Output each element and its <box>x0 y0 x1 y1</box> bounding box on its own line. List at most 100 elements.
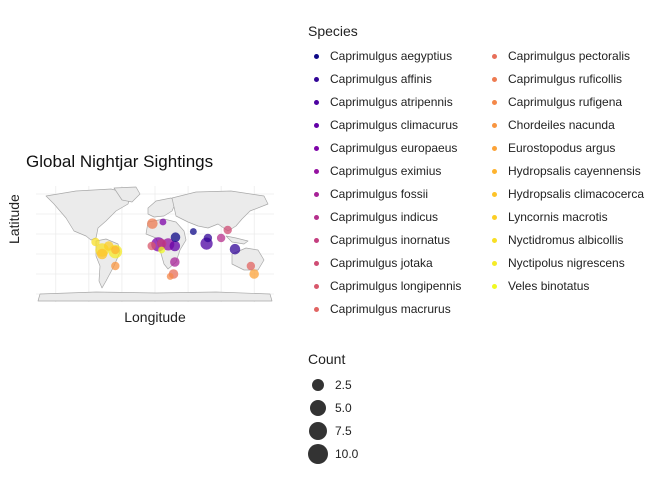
species-legend-label: Caprimulgus indicus <box>330 210 439 224</box>
species-legend-item: Eurostopodus argus <box>487 137 615 159</box>
species-legend-item: Caprimulgus eximius <box>309 160 441 182</box>
sighting-point <box>249 269 259 279</box>
species-legend-item: Hydropsalis climacocerca <box>487 183 644 205</box>
species-color-dot <box>313 145 319 151</box>
species-legend-label: Caprimulgus rufigena <box>508 95 623 109</box>
count-size-dot <box>311 378 325 392</box>
species-color-dot <box>313 99 319 105</box>
species-color-dot <box>491 214 497 220</box>
species-legend-key <box>309 279 323 293</box>
species-legend-label: Hydropsalis cayennensis <box>508 164 641 178</box>
species-legend-label: Eurostopodus argus <box>508 141 616 155</box>
species-legend-item: Veles binotatus <box>487 275 589 297</box>
sighting-point <box>111 261 120 271</box>
sighting-point <box>189 228 197 236</box>
species-legend-item: Caprimulgus rufigena <box>487 91 622 113</box>
species-legend-key <box>487 141 501 155</box>
count-legend-key <box>307 397 329 419</box>
species-color-dot <box>313 122 319 128</box>
species-color-dot <box>313 191 319 197</box>
species-legend-key <box>487 118 501 132</box>
species-color-dot <box>313 168 319 174</box>
species-legend-item: Chordeiles nacunda <box>487 114 615 136</box>
species-legend-key <box>309 233 323 247</box>
species-color-dot <box>491 237 497 243</box>
landmass-asia <box>171 190 269 232</box>
sighting-point <box>216 233 226 243</box>
landmass-greenland <box>113 186 141 203</box>
species-legend-key <box>309 187 323 201</box>
count-size-dot <box>307 443 329 465</box>
species-legend-item: Nyctidromus albicollis <box>487 229 623 251</box>
count-size-dot <box>308 421 328 441</box>
species-legend-label: Caprimulgus atripennis <box>330 95 453 109</box>
sighting-point <box>159 218 167 226</box>
sighting-point <box>169 240 181 252</box>
count-size-dot <box>310 400 326 416</box>
species-legend-label: Veles binotatus <box>508 279 590 293</box>
sighting-point <box>229 243 241 255</box>
species-color-dot <box>491 76 497 82</box>
species-legend-label: Caprimulgus europaeus <box>330 141 458 155</box>
sighting-point <box>158 246 166 254</box>
species-legend-label: Caprimulgus pectoralis <box>508 49 631 63</box>
species-legend-label: Caprimulgus ruficollis <box>508 72 623 86</box>
count-legend-label: 7.5 <box>335 424 352 438</box>
species-legend-item: Hydropsalis cayennensis <box>487 160 641 182</box>
count-legend-title: Count <box>308 351 346 367</box>
sighting-point <box>147 241 156 251</box>
species-legend-key <box>487 72 501 86</box>
landmass-europe <box>147 197 177 218</box>
species-color-dot <box>491 191 497 197</box>
sighting-point <box>166 272 174 280</box>
species-legend-item: Lyncornis macrotis <box>487 206 608 228</box>
species-legend-label: Caprimulgus macrurus <box>330 302 451 316</box>
species-legend-item: Caprimulgus climacurus <box>309 114 458 136</box>
species-color-dot <box>491 53 497 59</box>
species-legend-key <box>309 118 323 132</box>
species-color-dot <box>491 260 497 266</box>
y-axis-label: Latitude <box>6 194 22 244</box>
species-legend-key <box>487 95 501 109</box>
sighting-point <box>170 232 181 242</box>
species-legend-key <box>487 233 501 247</box>
species-legend-label: Caprimulgus climacurus <box>330 118 459 132</box>
species-legend-item: Caprimulgus atripennis <box>309 91 453 113</box>
species-legend-label: Nyctidromus albicollis <box>508 233 624 247</box>
species-legend-key <box>309 72 323 86</box>
sighting-point <box>203 233 213 243</box>
sighting-point <box>147 218 158 229</box>
species-legend-key <box>309 95 323 109</box>
species-legend-label: Caprimulgus longipennis <box>330 279 462 293</box>
species-color-dot <box>313 214 319 220</box>
count-legend-key <box>307 374 329 396</box>
species-legend-label: Hydropsalis climacocerca <box>508 187 645 201</box>
species-legend-key <box>309 141 323 155</box>
sighting-point <box>96 248 108 260</box>
species-legend-key <box>309 256 323 270</box>
species-legend-key <box>309 49 323 63</box>
species-color-dot <box>313 53 319 59</box>
species-color-dot <box>491 283 497 289</box>
sighting-point <box>156 238 167 249</box>
species-legend-label: Nyctipolus nigrescens <box>508 256 625 270</box>
count-legend-label: 5.0 <box>335 401 352 415</box>
species-legend-item: Caprimulgus indicus <box>309 206 438 228</box>
count-legend-item: 2.5 <box>307 374 352 396</box>
landmass-indonesia <box>225 235 249 245</box>
count-legend-key <box>307 443 329 465</box>
species-legend-key <box>309 164 323 178</box>
chart-title: Global Nightjar Sightings <box>26 152 214 171</box>
species-legend-key <box>487 279 501 293</box>
species-legend-key <box>487 187 501 201</box>
count-legend-label: 2.5 <box>335 378 352 392</box>
species-color-dot <box>313 76 319 82</box>
species-legend-item: Caprimulgus jotaka <box>309 252 433 274</box>
sighting-point <box>170 257 180 267</box>
species-legend-item: Caprimulgus fossii <box>309 183 428 205</box>
species-legend-label: Chordeiles nacunda <box>508 118 615 132</box>
species-legend-label: Lyncornis macrotis <box>508 210 608 224</box>
species-color-dot <box>313 260 319 266</box>
x-axis-label: Longitude <box>124 309 186 325</box>
count-legend-item: 7.5 <box>307 420 352 442</box>
